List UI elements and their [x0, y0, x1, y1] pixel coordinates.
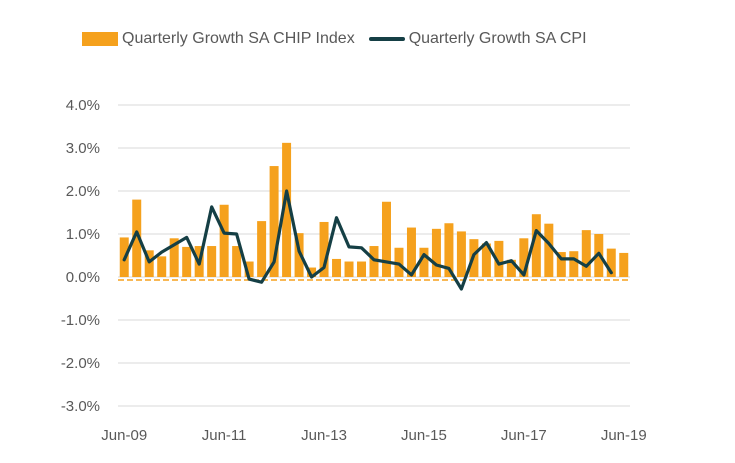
legend-label-chip: Quarterly Growth SA CHIP Index: [122, 30, 355, 47]
bar: [144, 250, 154, 277]
bar: [157, 256, 167, 277]
bar: [619, 252, 629, 277]
y-tick-label: 3.0%: [66, 140, 100, 157]
bar: [132, 199, 142, 277]
bar: [394, 247, 404, 277]
x-tick-label: Jun-17: [501, 427, 547, 444]
bar: [257, 221, 267, 277]
bar: [531, 214, 541, 277]
line-series: [122, 189, 613, 291]
bar: [319, 221, 329, 277]
bar: [519, 238, 529, 277]
bar: [232, 246, 242, 277]
bar: [506, 259, 516, 277]
bar: [207, 246, 217, 277]
cpi-line: [122, 189, 613, 291]
bar: [569, 251, 579, 277]
bar: [481, 243, 491, 277]
bar: [581, 230, 591, 277]
bar: [544, 223, 554, 277]
legend-item-chip: Quarterly Growth SA CHIP Index: [82, 30, 355, 48]
bar: [494, 240, 504, 277]
x-tick-label: Jun-15: [401, 427, 447, 444]
legend-swatch-bar: [82, 32, 118, 46]
bar: [381, 201, 391, 277]
legend-label-cpi: Quarterly Growth SA CPI: [408, 30, 587, 47]
bar: [169, 238, 179, 277]
bar: [219, 204, 229, 277]
bar: [431, 228, 441, 277]
bar: [332, 258, 342, 277]
chart-legend: Quarterly Growth SA CHIP Index Quarterly…: [82, 30, 601, 48]
x-tick-label: Jun-19: [601, 427, 647, 444]
x-tick-label: Jun-09: [101, 427, 147, 444]
bar: [369, 246, 379, 277]
bar: [444, 223, 454, 277]
y-tick-labels: 4.0% 3.0% 2.0% 1.0% 0.0% -1.0% -2.0% -3.0%: [61, 97, 100, 415]
bar: [456, 231, 466, 277]
bar: [406, 227, 416, 277]
y-tick-label: -1.0%: [61, 312, 100, 329]
bar: [357, 261, 367, 277]
bar: [606, 248, 616, 277]
x-tick-labels: Jun-09 Jun-11 Jun-13 Jun-15 Jun-17 Jun-19: [101, 427, 646, 444]
legend-swatch-line: [368, 37, 405, 41]
bar: [269, 166, 279, 277]
bar: [182, 246, 192, 277]
bar: [419, 247, 429, 277]
y-tick-label: 2.0%: [66, 183, 100, 200]
bar: [282, 142, 292, 277]
y-tick-label: -3.0%: [61, 398, 100, 415]
bar: [344, 261, 354, 277]
legend-item-cpi: Quarterly Growth SA CPI: [368, 30, 587, 48]
x-tick-label: Jun-11: [202, 427, 247, 444]
y-tick-label: 4.0%: [66, 97, 100, 114]
bar: [556, 252, 566, 277]
y-tick-label: -2.0%: [61, 355, 100, 372]
bar: [307, 267, 317, 277]
y-tick-label: 1.0%: [66, 226, 100, 243]
bar: [294, 233, 304, 277]
x-tick-label: Jun-13: [301, 427, 347, 444]
y-tick-label: 0.0%: [66, 269, 100, 286]
bar: [244, 261, 254, 277]
